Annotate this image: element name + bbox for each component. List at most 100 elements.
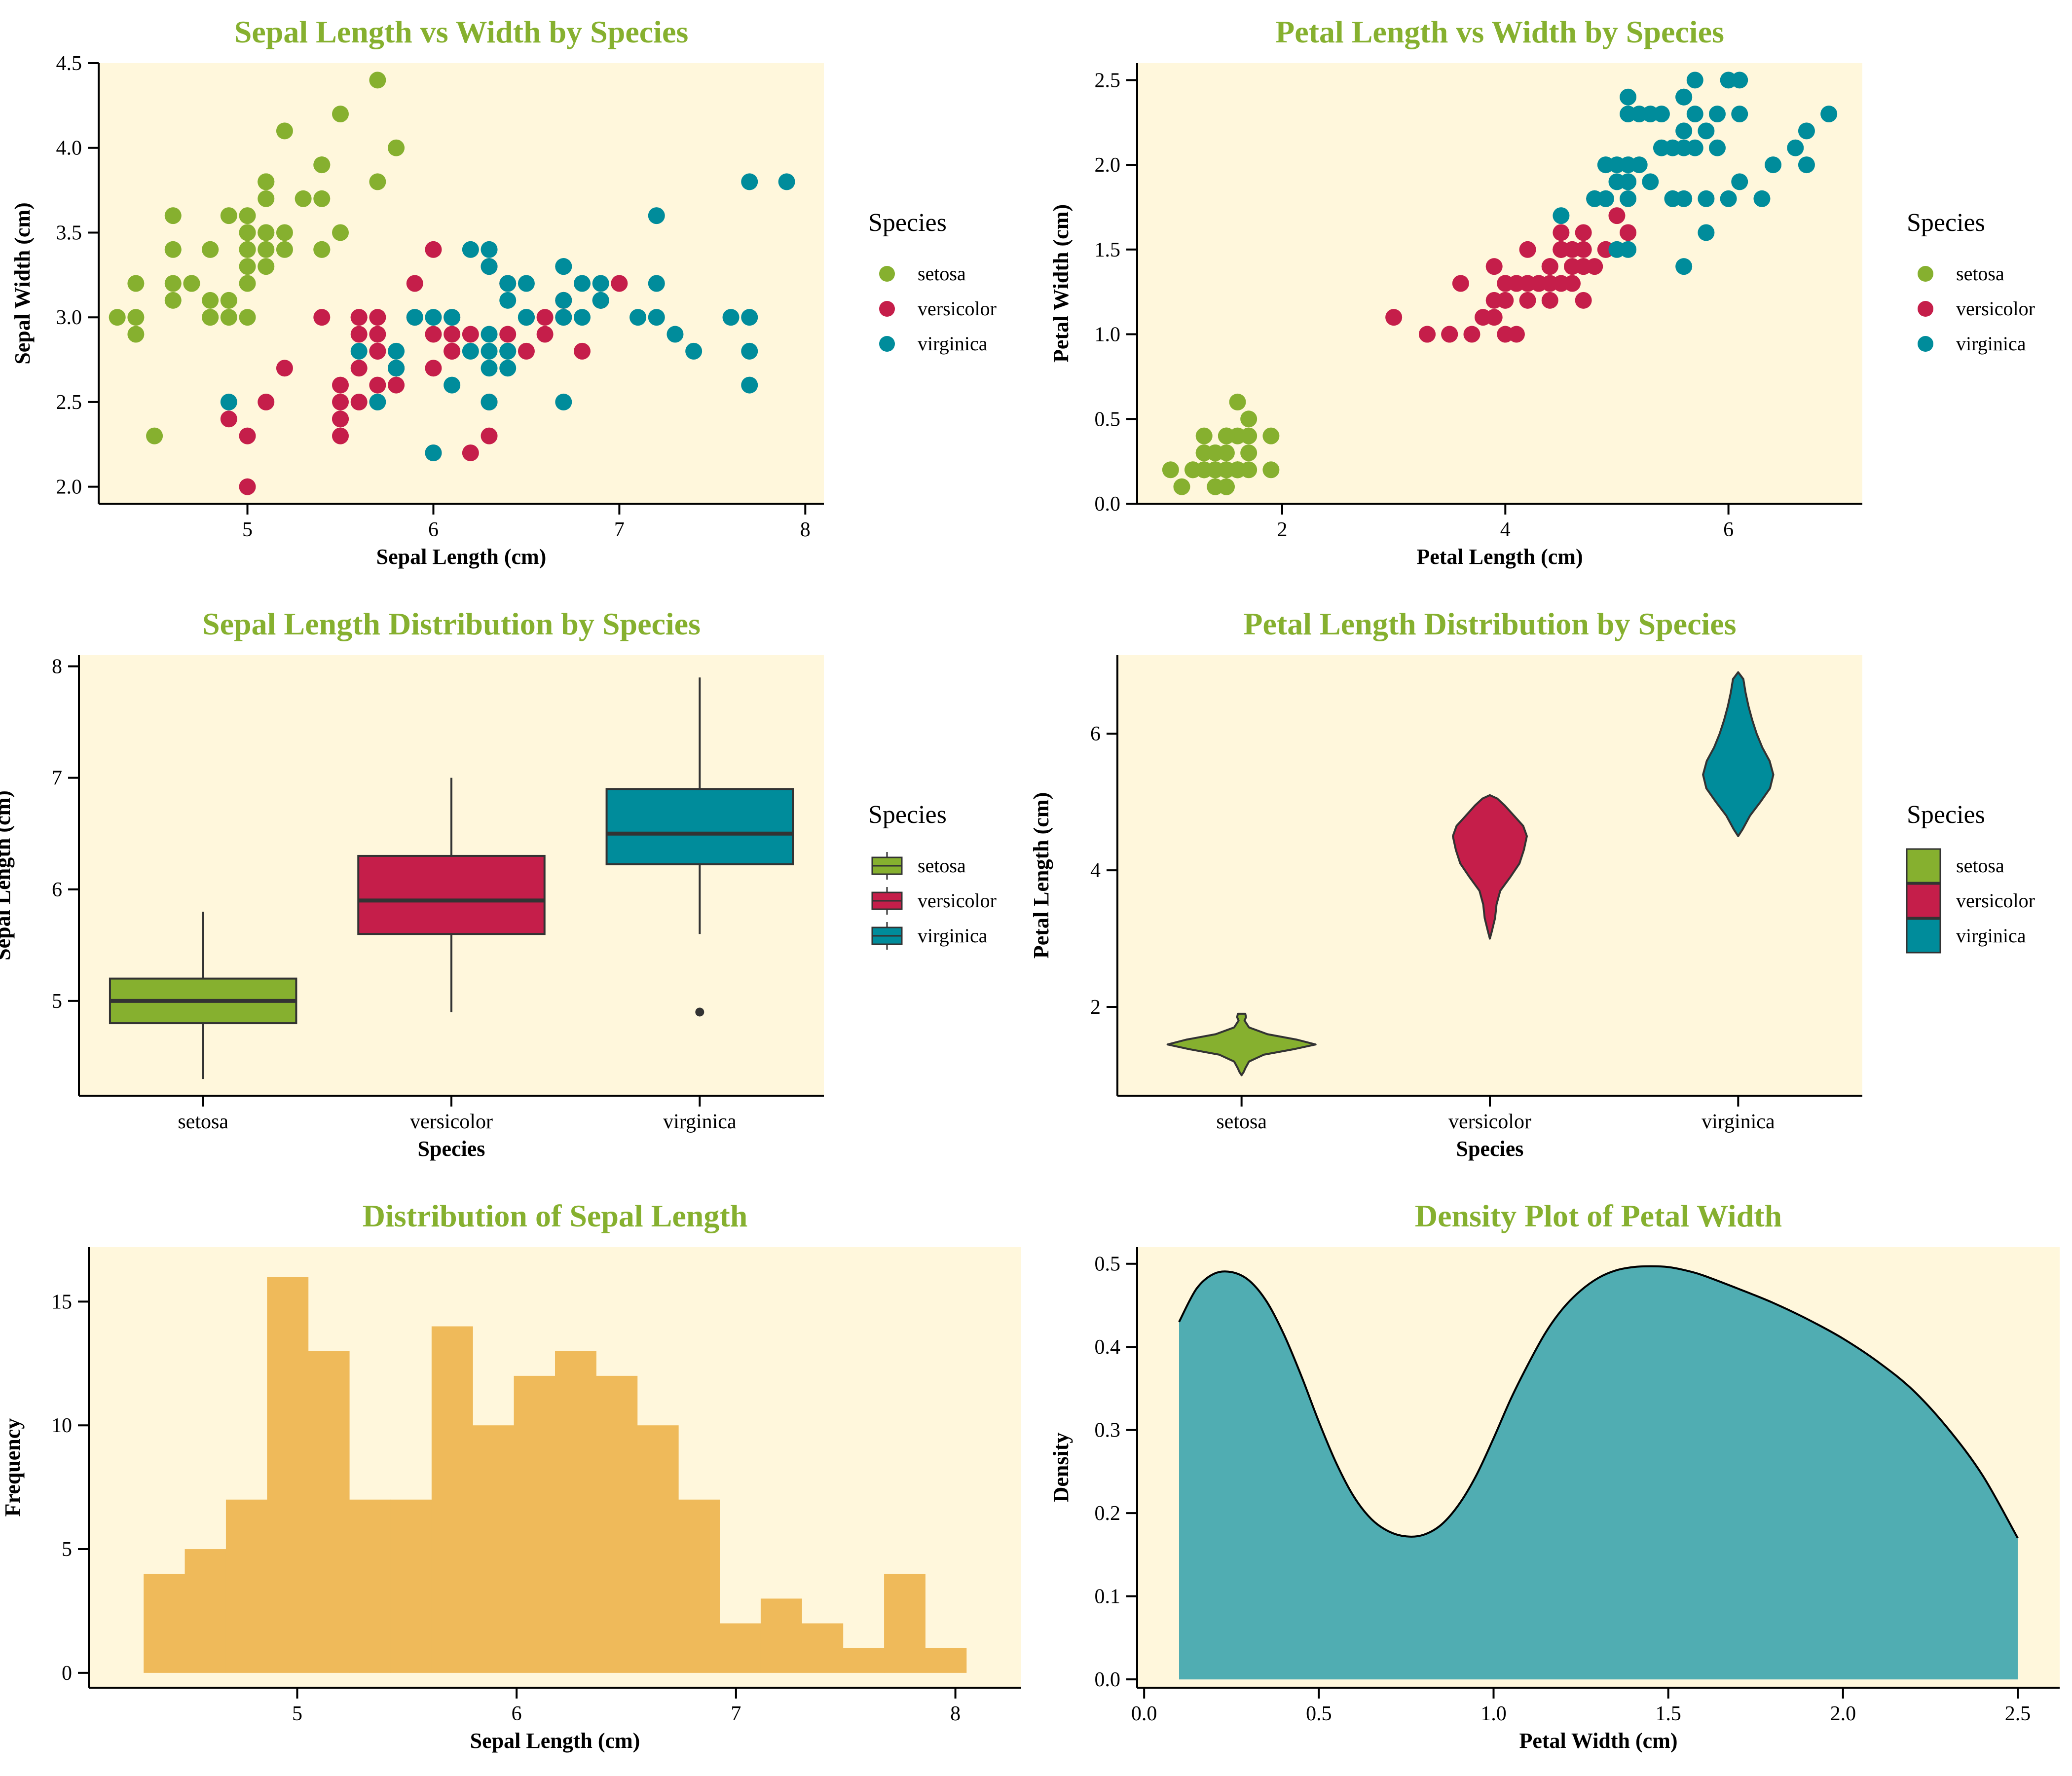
legend-marker-setosa (879, 266, 895, 282)
point (1664, 190, 1681, 207)
point (648, 309, 665, 326)
y-tick-label: 2.0 (1095, 154, 1121, 177)
point (1240, 444, 1258, 461)
legend-label-virginica: virginica (1956, 925, 2026, 947)
point (258, 258, 275, 275)
point (164, 275, 182, 292)
point (1586, 190, 1603, 207)
point (1262, 427, 1280, 444)
legend-label-virginica: virginica (1956, 333, 2026, 355)
point (258, 190, 275, 207)
point (276, 241, 293, 258)
y-tick-label: 8 (52, 656, 62, 678)
histogram-bar (760, 1598, 802, 1673)
x-axis-label: Petal Width (cm) (1519, 1729, 1678, 1753)
point (313, 156, 331, 174)
point (1765, 156, 1782, 174)
point (536, 326, 554, 343)
point (1731, 106, 1748, 123)
plot-background (99, 63, 824, 504)
histogram-bar (225, 1499, 267, 1673)
point (1686, 106, 1703, 123)
panel-2: Petal Length vs Width by Species Petal Le… (1049, 14, 2035, 569)
x-axis-label: Species (1456, 1137, 1524, 1161)
legend-marker-virginica (1906, 918, 1941, 954)
point (202, 241, 219, 258)
y-tick-label: 0.0 (1095, 1668, 1121, 1691)
legend-title: Species (1907, 209, 1985, 237)
legend: Species setosa versicolor virginica (1907, 209, 2035, 355)
point (369, 173, 386, 190)
y-axis-label: Petal Width (cm) (1049, 204, 1073, 363)
point (1530, 275, 1548, 292)
legend-marker-versicolor (879, 301, 895, 317)
histogram-bar (349, 1499, 391, 1673)
point (332, 427, 349, 444)
legend-marker-setosa (1918, 266, 1933, 282)
legend-title: Species (868, 801, 947, 829)
box-setosa (109, 911, 297, 1079)
point (1686, 72, 1703, 89)
point (1787, 139, 1804, 156)
y-tick-label: 6 (1090, 723, 1101, 745)
point (741, 376, 758, 394)
point (127, 309, 145, 326)
y-tick-label: 3.0 (56, 306, 82, 329)
point (462, 444, 479, 461)
y-axis-label: Sepal Width (cm) (10, 202, 35, 364)
legend-marker-virginica (1918, 336, 1933, 352)
point (332, 224, 349, 241)
point (1675, 88, 1693, 106)
panel-4: Petal Length Distribution by Species Spec… (1029, 606, 2035, 1161)
point (369, 376, 386, 394)
y-tick-label: 5 (52, 990, 62, 1013)
point (164, 207, 182, 224)
point (239, 207, 256, 224)
point (332, 410, 349, 428)
y-tick-label: 0 (62, 1662, 72, 1685)
point (220, 207, 237, 224)
point (313, 241, 331, 258)
y-axis-label: Density (1049, 1433, 1073, 1503)
point (350, 342, 368, 360)
point (481, 427, 498, 444)
point (481, 258, 498, 275)
point (1229, 393, 1246, 410)
violin-virginica (1702, 671, 1775, 837)
y-tick-label: 1.5 (1095, 239, 1121, 261)
point (313, 190, 331, 207)
point (499, 292, 517, 309)
legend-label-versicolor: versicolor (1956, 297, 2035, 320)
point (1419, 326, 1436, 343)
point (350, 393, 368, 410)
histogram-bar (925, 1648, 967, 1673)
histogram-bar (637, 1425, 679, 1673)
x-tick-label: 6 (1723, 518, 1734, 541)
point (1240, 410, 1258, 428)
point (1731, 72, 1748, 89)
point (220, 292, 237, 309)
x-tick-label: 2.5 (2005, 1702, 2031, 1725)
x-tick-label: 2 (1277, 518, 1288, 541)
point (220, 410, 237, 428)
point (239, 427, 256, 444)
y-axis-label: Petal Length (cm) (1029, 792, 1053, 959)
point (1620, 241, 1637, 258)
x-axis-label: Species (418, 1137, 485, 1161)
y-tick-label: 3.5 (56, 222, 82, 244)
point (481, 342, 498, 360)
point (295, 190, 312, 207)
point (518, 309, 535, 326)
x-tick-label: 1.5 (1655, 1702, 1681, 1725)
legend-label-versicolor: versicolor (1956, 889, 2035, 912)
box-virginica (605, 677, 794, 1017)
point (1508, 326, 1525, 343)
point (369, 309, 386, 326)
point (1553, 241, 1570, 258)
histogram-bar (555, 1351, 596, 1673)
histogram-bar (884, 1574, 925, 1673)
histogram-bar (719, 1623, 761, 1673)
panel-1: Sepal Length vs Width by Species Sepal Le… (10, 14, 997, 569)
point (1698, 122, 1715, 140)
point (536, 309, 554, 326)
